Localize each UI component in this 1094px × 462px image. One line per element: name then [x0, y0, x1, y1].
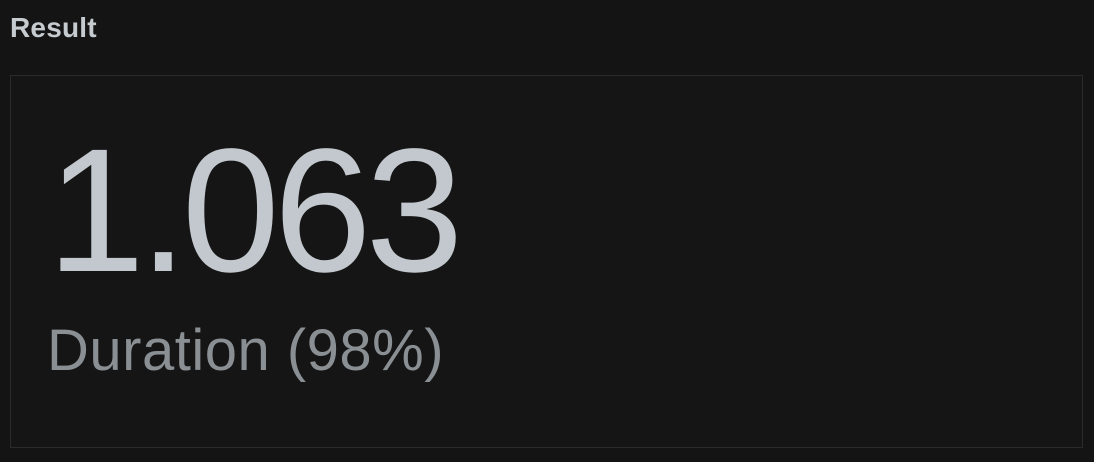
result-panel: 1.063 Duration (98%): [10, 75, 1083, 448]
metric-label: Duration (98%): [47, 318, 445, 383]
section-title: Result: [10, 12, 97, 43]
metric-value: 1.063: [47, 113, 463, 309]
